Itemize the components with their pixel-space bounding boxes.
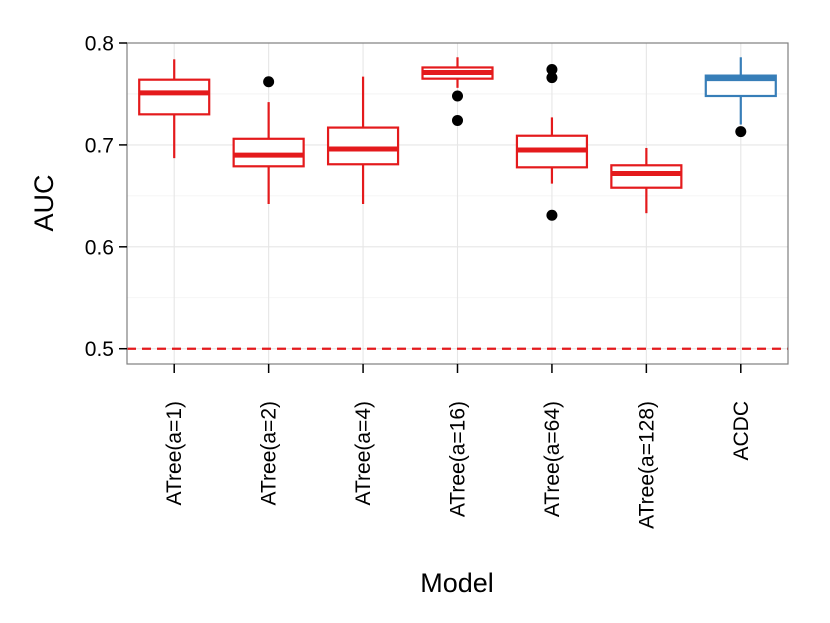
outlier-point [546, 72, 558, 84]
box [138, 78, 211, 116]
y-tick-label: 0.8 [85, 33, 114, 56]
outlier-point [263, 76, 275, 88]
y-axis: 0.5 0.6 0.7 0.8 [85, 33, 127, 361]
x-tick-label: ATree(a=16) [447, 401, 470, 517]
box-group-3 [421, 57, 494, 126]
box [326, 126, 400, 166]
outlier-point [546, 63, 558, 75]
y-tick-label: 0.7 [85, 134, 114, 157]
outlier-point [735, 126, 747, 138]
box-group-5 [610, 147, 683, 214]
box [610, 164, 683, 189]
y-tick-label: 0.6 [85, 236, 114, 259]
x-axis: ATree(a=1) ATree(a=2) ATree(a=4) ATree(a=16… [163, 364, 753, 529]
y-tick-label: 0.5 [85, 338, 114, 361]
y-axis-title: AUC [29, 174, 59, 231]
x-axis-title: Model [420, 568, 494, 598]
outlier-point [452, 90, 463, 102]
box-group-2 [326, 76, 400, 205]
box [232, 137, 305, 168]
box-plots [138, 57, 777, 221]
outlier-point [452, 114, 463, 126]
x-tick-label: ATree(a=2) [258, 401, 281, 505]
box-group-4 [515, 63, 589, 221]
x-tick-label: ATree(a=128) [635, 401, 658, 529]
x-tick-label: ATree(a=64) [541, 401, 564, 517]
x-tick-label: ATree(a=4) [352, 401, 375, 505]
box-group-1 [232, 76, 305, 205]
x-tick-label: ACDC [730, 401, 753, 461]
outlier-point [546, 209, 558, 221]
box-group-0 [138, 59, 211, 159]
box-group-6 [704, 57, 777, 138]
x-tick-label: ATree(a=1) [163, 401, 186, 505]
